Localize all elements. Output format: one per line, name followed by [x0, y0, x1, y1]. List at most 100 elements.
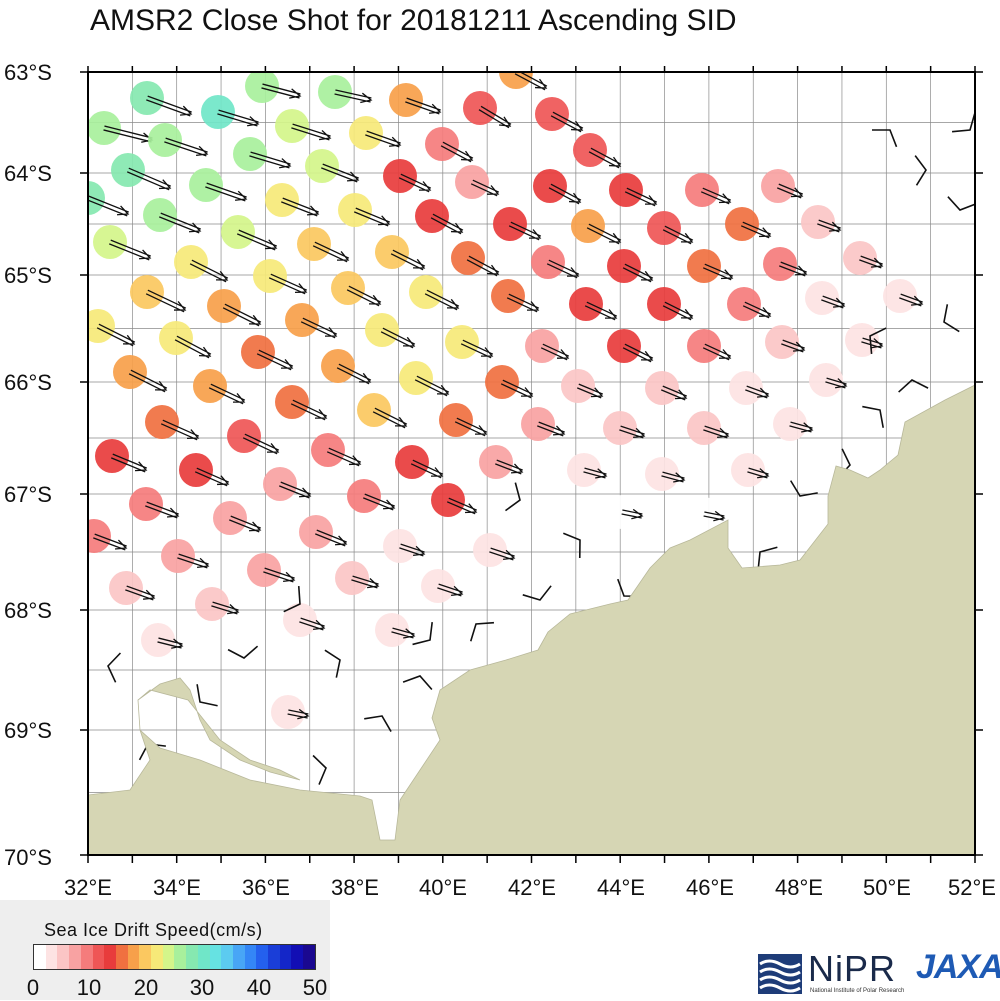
drift-speed-circle [567, 453, 601, 487]
drift-speed-circle [143, 198, 177, 232]
drift-speed-circle [485, 365, 519, 399]
drift-arrow [398, 173, 432, 193]
drift-speed-circle [88, 111, 121, 145]
drift-speed-circle [421, 569, 455, 603]
drift-chevron [914, 155, 927, 186]
drift-arrow [781, 339, 806, 353]
drift-speed-circle [247, 553, 281, 587]
drift-speed-circle [451, 241, 485, 275]
drift-arrow [437, 583, 464, 597]
legend-tick: 10 [76, 975, 102, 1000]
drift-arrow [440, 141, 474, 163]
drift-speed-circle [275, 385, 309, 419]
drift-arrow [128, 369, 168, 393]
lat-label: 65°S [4, 263, 52, 288]
drift-speed-circle [809, 363, 843, 397]
drift-arrow [312, 241, 350, 263]
drift-speed-circle [297, 227, 331, 261]
drift-arrow [702, 343, 732, 361]
drift-speed-circle [245, 72, 279, 103]
legend-swatch [127, 945, 140, 969]
drift-arrow [177, 553, 210, 569]
drift-speed-circle [415, 199, 449, 233]
drift-speed-circle [174, 245, 208, 279]
lon-label: 48°E [775, 875, 823, 900]
drift-speed-circle [241, 335, 275, 369]
drift-chevron [522, 585, 552, 601]
drift-chevron [869, 327, 887, 355]
drift-arrow [159, 212, 202, 234]
drift-speed-circle [425, 127, 459, 161]
drift-speed-circle [525, 329, 559, 363]
drift-arrow [624, 187, 658, 207]
drift-speed-circle [845, 323, 879, 357]
drift-speed-circle [431, 483, 465, 517]
drift-chevron [952, 112, 975, 133]
waves-icon [758, 954, 802, 994]
map-title: AMSR2 Close Shot for 20181211 Ascending … [90, 4, 737, 37]
drift-arrow [405, 97, 442, 115]
drift-arrow [126, 167, 172, 191]
drift-speed-circle [687, 411, 721, 445]
drift-speed-circle [389, 83, 423, 117]
drift-arrow [290, 399, 328, 421]
drift-speed-circle [521, 407, 555, 441]
drift-arrow [859, 255, 884, 269]
drift-arrow [500, 379, 534, 399]
lat-label: 69°S [4, 718, 52, 743]
nipr-logo: NiPR National Institute of Polar Researc… [758, 948, 904, 998]
drift-arrow [700, 187, 732, 205]
drift-speed-circle [383, 159, 417, 193]
drift-arrow [825, 377, 848, 389]
drift-arrow [899, 293, 924, 307]
drift-speed-circle [731, 453, 765, 487]
drift-speed-circle [725, 207, 759, 241]
drift-arrow [424, 289, 460, 311]
drift-arrow [205, 182, 248, 202]
legend-swatch [291, 945, 304, 969]
drift-arrow [145, 501, 180, 519]
drift-speed-circle [109, 571, 143, 605]
legend-tick: 40 [246, 975, 272, 1000]
drift-arrow [540, 343, 570, 361]
drift-speed-circle [765, 325, 799, 359]
lon-label: 52°E [948, 875, 996, 900]
drift-arrow [470, 179, 500, 197]
drift-speed-circle [773, 407, 807, 441]
drift-speed-circle [179, 453, 213, 487]
legend-swatch [221, 945, 233, 969]
drift-arrow [353, 207, 391, 227]
drift-speed-circle [569, 287, 603, 321]
drift-speed-circle [535, 97, 569, 131]
drift-speed-circle [763, 247, 797, 281]
drift-arrow [446, 497, 478, 515]
drift-arrow [454, 417, 488, 437]
drift-speed-circle [88, 181, 105, 215]
drift-arrow [466, 255, 500, 277]
legend-swatch [209, 945, 222, 969]
drift-arrow [390, 249, 426, 271]
jaxa-wordmark: JAXA [916, 948, 1000, 986]
drift-arrow [745, 385, 770, 399]
drift-arrow [299, 617, 326, 631]
drift-speed-circle [399, 361, 433, 395]
legend-swatch [104, 945, 116, 969]
drift-arrow [410, 459, 444, 479]
lon-label: 36°E [242, 875, 290, 900]
drift-speed-circle [375, 613, 409, 647]
drift-arrow [145, 289, 187, 313]
lon-label: 46°E [686, 875, 734, 900]
drift-speed-circle [233, 137, 267, 171]
nipr-subtitle: National Institute of Polar Research [810, 988, 905, 994]
drift-arrow [263, 567, 296, 583]
drift-arrow [380, 327, 416, 349]
drift-arrow [740, 221, 772, 239]
drift-speed-circle [409, 275, 443, 309]
drift-arrow [399, 543, 426, 557]
drift-speed-circle [357, 393, 391, 427]
drift-speed-circle [88, 309, 115, 343]
drift-arrow [588, 147, 622, 169]
lat-label: 70°S [4, 845, 52, 870]
legend-swatch [151, 945, 163, 969]
drift-speed-circle [141, 623, 175, 657]
